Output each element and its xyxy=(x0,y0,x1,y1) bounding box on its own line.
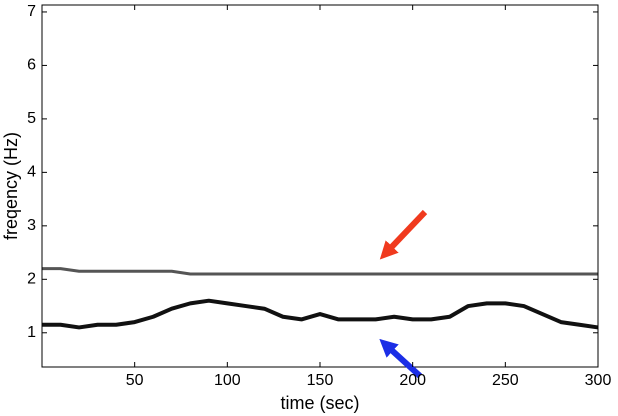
x-tick-label: 100 xyxy=(214,372,241,389)
y-tick-label: 3 xyxy=(27,217,36,234)
y-tick-label: 7 xyxy=(27,3,36,20)
x-tick-label: 150 xyxy=(307,372,334,389)
frequency-ridge xyxy=(42,298,599,330)
frequency-ridge xyxy=(42,267,598,276)
y-tick-label: 4 xyxy=(27,164,36,181)
x-tick-label: 250 xyxy=(492,372,519,389)
y-axis-label: freqency (Hz) xyxy=(1,132,21,240)
x-tick-label: 50 xyxy=(126,372,144,389)
red-arrow xyxy=(379,209,428,260)
y-tick-label: 2 xyxy=(27,271,36,288)
blue-arrow xyxy=(379,338,423,379)
y-tick-label: 6 xyxy=(27,57,36,74)
y-tick-label: 1 xyxy=(27,324,36,341)
x-tick-label: 200 xyxy=(399,372,426,389)
x-axis-label: time (sec) xyxy=(280,393,359,413)
x-tick-label: 300 xyxy=(585,372,612,389)
y-tick-label: 5 xyxy=(27,110,36,127)
